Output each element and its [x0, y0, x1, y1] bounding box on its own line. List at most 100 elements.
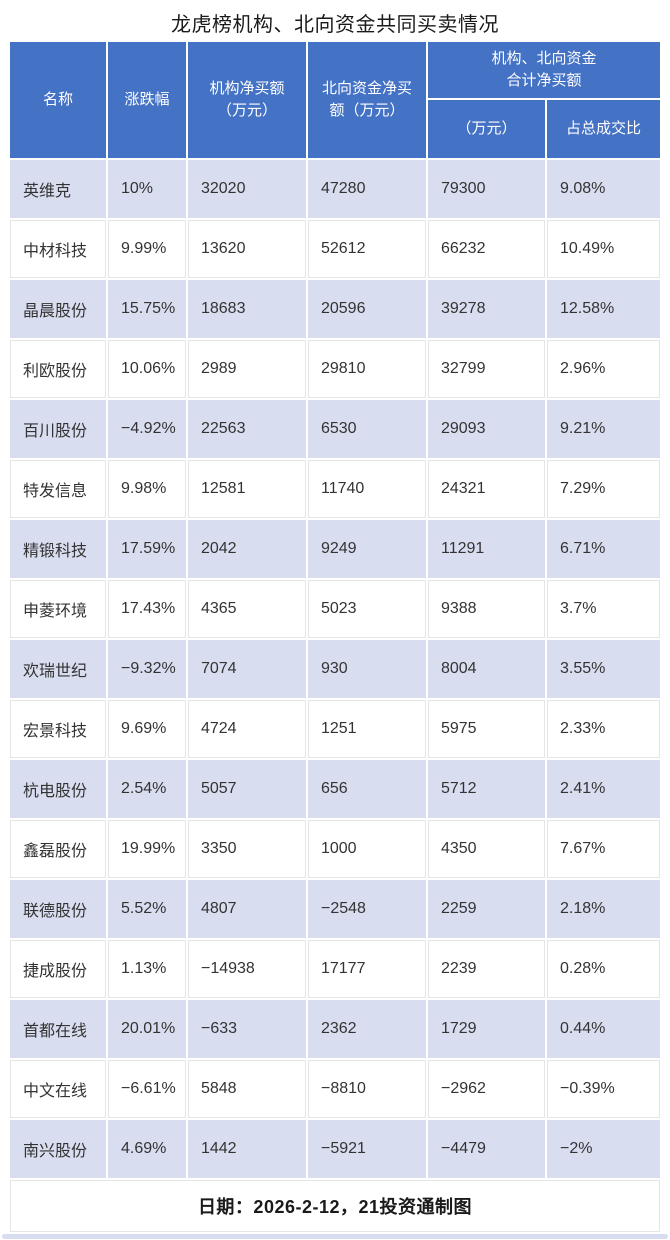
cell-change: 4.69%	[107, 1120, 186, 1178]
cell-combined-amount: 2239	[427, 940, 545, 998]
data-table: 名称 涨跌幅 机构净买额 （万元） 北向资金净买 额（万元） 机构、北向资金 合…	[8, 40, 662, 1234]
cell-inst-net-buy: 1442	[187, 1120, 306, 1178]
cell-change: −6.61%	[107, 1060, 186, 1118]
cell-change: 5.52%	[107, 880, 186, 938]
cell-name: 申菱环境	[9, 580, 106, 638]
cell-combined-ratio: 7.29%	[546, 460, 660, 518]
cell-combined-amount: −4479	[427, 1120, 545, 1178]
header-north-net-buy-line1: 北向资金净买	[321, 79, 412, 97]
cell-combined-ratio: 10.49%	[546, 220, 660, 278]
cell-inst-net-buy: 2042	[187, 520, 306, 578]
header-row-sub: （万元） 占总成交比	[10, 100, 660, 158]
cell-combined-amount: 39278	[427, 280, 545, 338]
cell-inst-net-buy: 3350	[187, 820, 306, 878]
cell-inst-net-buy: 4724	[187, 700, 306, 758]
table-row: 精锻科技 17.59% 2042 9249 11291 6.71%	[9, 520, 660, 578]
cell-name: 中材科技	[9, 220, 106, 278]
cell-north-net-buy: 17177	[307, 940, 426, 998]
cell-combined-amount: 5712	[427, 760, 545, 818]
cell-combined-ratio: 0.28%	[546, 940, 660, 998]
cell-north-net-buy: 1251	[307, 700, 426, 758]
header-name: 名称	[9, 42, 106, 158]
cell-name: 鑫磊股份	[9, 820, 106, 878]
cell-change: 17.59%	[107, 520, 186, 578]
cell-north-net-buy: 11740	[307, 460, 426, 518]
cell-inst-net-buy: 13620	[187, 220, 306, 278]
table-row: 申菱环境 17.43% 4365 5023 9388 3.7%	[9, 580, 660, 638]
cell-combined-ratio: 7.67%	[546, 820, 660, 878]
cell-change: 2.54%	[107, 760, 186, 818]
footer-row: 日期：2026-2-12，21投资通制图	[9, 1180, 660, 1232]
cell-north-net-buy: 1000	[307, 820, 426, 878]
cell-combined-ratio: 3.7%	[546, 580, 660, 638]
table-row: 利欧股份 10.06% 2989 29810 32799 2.96%	[9, 340, 660, 398]
table-row: 鑫磊股份 19.99% 3350 1000 4350 7.67%	[9, 820, 660, 878]
cell-combined-ratio: 2.33%	[546, 700, 660, 758]
cell-combined-amount: 11291	[427, 520, 545, 578]
cell-north-net-buy: −2548	[307, 880, 426, 938]
cell-combined-ratio: 2.18%	[546, 880, 660, 938]
cell-change: −4.92%	[107, 400, 186, 458]
cell-name: 联德股份	[9, 880, 106, 938]
cell-combined-amount: 1729	[427, 1000, 545, 1058]
cell-combined-ratio: 9.21%	[546, 400, 660, 458]
cell-combined-amount: 2259	[427, 880, 545, 938]
cell-name: 首都在线	[9, 1000, 106, 1058]
cell-combined-amount: 66232	[427, 220, 545, 278]
cell-north-net-buy: 656	[307, 760, 426, 818]
cell-combined-amount: 32799	[427, 340, 545, 398]
cell-inst-net-buy: 7074	[187, 640, 306, 698]
cell-north-net-buy: 930	[307, 640, 426, 698]
cell-change: 19.99%	[107, 820, 186, 878]
table-row: 百川股份 −4.92% 22563 6530 29093 9.21%	[9, 400, 660, 458]
cell-inst-net-buy: 5848	[187, 1060, 306, 1118]
table-row: 捷成股份 1.13% −14938 17177 2239 0.28%	[9, 940, 660, 998]
cell-inst-net-buy: 2989	[187, 340, 306, 398]
cell-inst-net-buy: 5057	[187, 760, 306, 818]
header-inst-net-buy: 机构净买额 （万元）	[187, 42, 306, 158]
header-combined-group: 机构、北向资金 合计净买额	[427, 42, 660, 98]
header-row-top: 名称 涨跌幅 机构净买额 （万元） 北向资金净买 额（万元） 机构、北向资金 合…	[9, 42, 660, 158]
cell-name: 宏景科技	[9, 700, 106, 758]
table-row: 晶晨股份 15.75% 18683 20596 39278 12.58%	[9, 280, 660, 338]
table-footer: 日期：2026-2-12，21投资通制图	[9, 1180, 660, 1232]
cell-change: 10.06%	[107, 340, 186, 398]
page-title: 龙虎榜机构、北向资金共同买卖情况	[171, 14, 499, 36]
cell-combined-amount: 9388	[427, 580, 545, 638]
cell-combined-ratio: 9.08%	[546, 160, 660, 218]
table-row: 特发信息 9.98% 12581 11740 24321 7.29%	[9, 460, 660, 518]
cell-inst-net-buy: −633	[187, 1000, 306, 1058]
header-combined-ratio: 占总成交比	[546, 100, 660, 158]
cell-combined-amount: 8004	[427, 640, 545, 698]
cell-inst-net-buy: 4365	[187, 580, 306, 638]
header-north-net-buy: 北向资金净买 额（万元）	[307, 42, 426, 158]
table-row: 英维克 10% 32020 47280 79300 9.08%	[9, 160, 660, 218]
cell-combined-amount: 4350	[427, 820, 545, 878]
cell-north-net-buy: 6530	[307, 400, 426, 458]
header-combined-amount: （万元）	[427, 100, 545, 158]
table-row: 杭电股份 2.54% 5057 656 5712 2.41%	[9, 760, 660, 818]
cell-name: 南兴股份	[9, 1120, 106, 1178]
table-row: 首都在线 20.01% −633 2362 1729 0.44%	[9, 1000, 660, 1058]
cell-name: 欢瑞世纪	[9, 640, 106, 698]
cell-name: 晶晨股份	[9, 280, 106, 338]
cell-name: 中文在线	[9, 1060, 106, 1118]
cell-north-net-buy: −8810	[307, 1060, 426, 1118]
header-inst-net-buy-line2: （万元）	[216, 102, 277, 119]
cell-combined-ratio: 3.55%	[546, 640, 660, 698]
cell-inst-net-buy: 22563	[187, 400, 306, 458]
cell-change: −9.32%	[107, 640, 186, 698]
cell-inst-net-buy: 18683	[187, 280, 306, 338]
cell-change: 9.69%	[107, 700, 186, 758]
header-change: 涨跌幅	[107, 42, 186, 158]
cell-combined-ratio: 0.44%	[546, 1000, 660, 1058]
cell-name: 杭电股份	[9, 760, 106, 818]
cell-name: 百川股份	[9, 400, 106, 458]
table-row: 联德股份 5.52% 4807 −2548 2259 2.18%	[9, 880, 660, 938]
table-row: 南兴股份 4.69% 1442 −5921 −4479 −2%	[9, 1120, 660, 1178]
cell-change: 10%	[107, 160, 186, 218]
cell-north-net-buy: 5023	[307, 580, 426, 638]
cell-combined-ratio: 6.71%	[546, 520, 660, 578]
cell-inst-net-buy: 4807	[187, 880, 306, 938]
cell-change: 20.01%	[107, 1000, 186, 1058]
